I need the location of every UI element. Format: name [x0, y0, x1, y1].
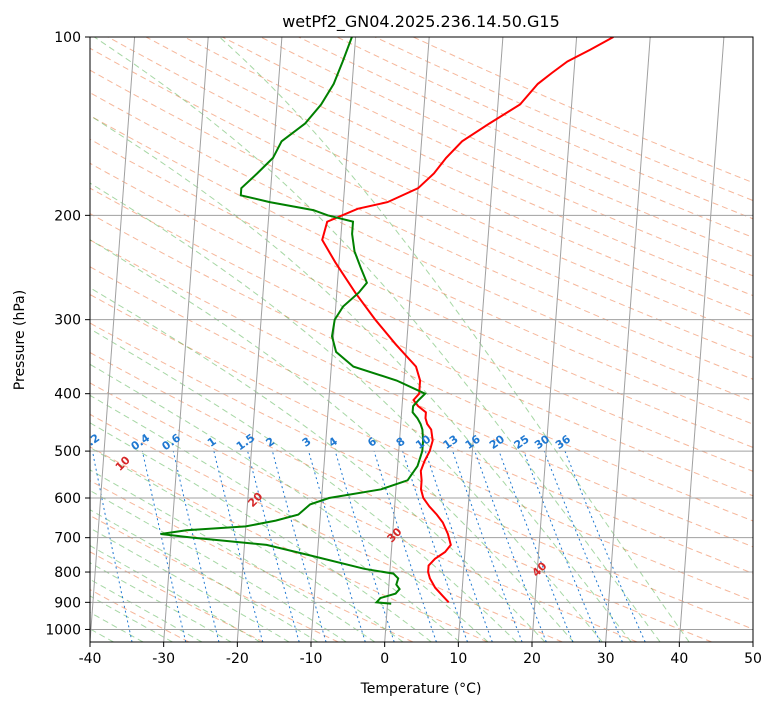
dry-adiabat — [90, 588, 190, 642]
dry-adiabat — [90, 115, 753, 425]
moist-adiabat — [219, 37, 690, 642]
x-tick-label: 0 — [380, 651, 389, 667]
isotherm — [605, 37, 651, 642]
x-tick-label: 10 — [449, 651, 467, 667]
x-tick-label: -20 — [226, 651, 249, 667]
mixing-ratio-line — [172, 450, 220, 642]
y-tick-label: 700 — [54, 531, 81, 547]
y-tick-label: 1000 — [45, 622, 81, 638]
y-axis-label: Pressure (hPa) — [12, 290, 28, 390]
moist-adiabat — [90, 182, 603, 642]
mixing-ratio-line — [424, 450, 493, 642]
dry-adiabat — [90, 187, 753, 497]
dry-adiabat — [90, 413, 563, 642]
y-tick-label: 100 — [54, 30, 81, 46]
moist-adiabat — [90, 394, 461, 642]
dry-adiabat — [90, 446, 488, 642]
dry-adiabat — [90, 293, 753, 602]
y-tick-label: 900 — [54, 595, 81, 611]
isotherm — [678, 37, 725, 642]
y-tick-label: 400 — [54, 387, 81, 403]
x-tick-label: 30 — [597, 651, 615, 667]
plot-frame — [89, 36, 754, 643]
x-tick-label: 20 — [523, 651, 541, 667]
moist-adiabat — [90, 328, 517, 642]
isotherm — [457, 37, 504, 642]
moist-adiabat — [90, 114, 632, 642]
moist-adiabat — [90, 509, 319, 642]
x-tick-label: 40 — [670, 651, 688, 667]
moist-adiabat — [90, 562, 232, 642]
mixing-ratio-line — [498, 450, 574, 642]
isotherm — [236, 37, 283, 642]
mixing-ratio-line — [543, 450, 623, 642]
isotherm — [384, 37, 430, 642]
moist-adiabat — [90, 422, 432, 642]
mixing-ratio-line — [213, 450, 264, 642]
x-tick-label: -30 — [152, 651, 175, 667]
isotherm — [531, 37, 578, 642]
axes: -40 -30 -20 -10 0 10 20 30 40 50 100 200 300 400 500 60… — [45, 30, 762, 667]
dry-adiabat — [90, 266, 753, 574]
moist-adiabat — [90, 239, 574, 642]
dry-adiabat — [90, 239, 753, 548]
moist-adiabat — [90, 363, 489, 642]
mixing-ratio-line — [452, 450, 523, 642]
y-tick-label: 200 — [54, 208, 81, 224]
moist-adiabat — [90, 545, 261, 642]
isotherm — [90, 37, 136, 642]
y-tick-label: 500 — [54, 444, 81, 460]
dry-adiabat — [90, 322, 753, 630]
chart-title: wetPf2_GN04.2025.236.14.50.G15 — [282, 12, 560, 32]
dry-adiabat — [90, 213, 753, 522]
x-tick-label: 50 — [744, 651, 762, 667]
y-tick-label: 800 — [54, 565, 81, 581]
temperature-profile — [321, 37, 614, 603]
mixing-ratio-line — [474, 450, 547, 642]
mixing-ratio-line — [141, 450, 187, 642]
moist-adiabat — [94, 37, 661, 642]
dry-adiabat — [90, 351, 712, 642]
plot-area — [90, 37, 753, 642]
isotherm — [163, 37, 209, 642]
dewpoint-profile — [160, 37, 427, 605]
dry-adiabat — [90, 47, 753, 359]
moist-adiabat — [90, 287, 546, 642]
mixing-ratio-line — [373, 450, 437, 642]
x-tick-label: -40 — [79, 651, 102, 667]
x-axis-label: Temperature (°C) — [360, 681, 482, 697]
mixing-ratio-line — [247, 450, 300, 642]
y-tick-label: 600 — [54, 491, 81, 507]
mixing-ratio-line — [402, 450, 468, 642]
dry-adiabat — [184, 37, 753, 297]
y-tick-label: 300 — [54, 313, 81, 329]
moist-adiabat — [90, 446, 404, 642]
mixing-ratio-line — [523, 450, 601, 642]
x-tick-label: -10 — [300, 651, 323, 667]
dry-adiabat — [90, 551, 264, 642]
mixing-ratio-line — [271, 450, 327, 642]
moist-adiabat — [90, 527, 290, 642]
